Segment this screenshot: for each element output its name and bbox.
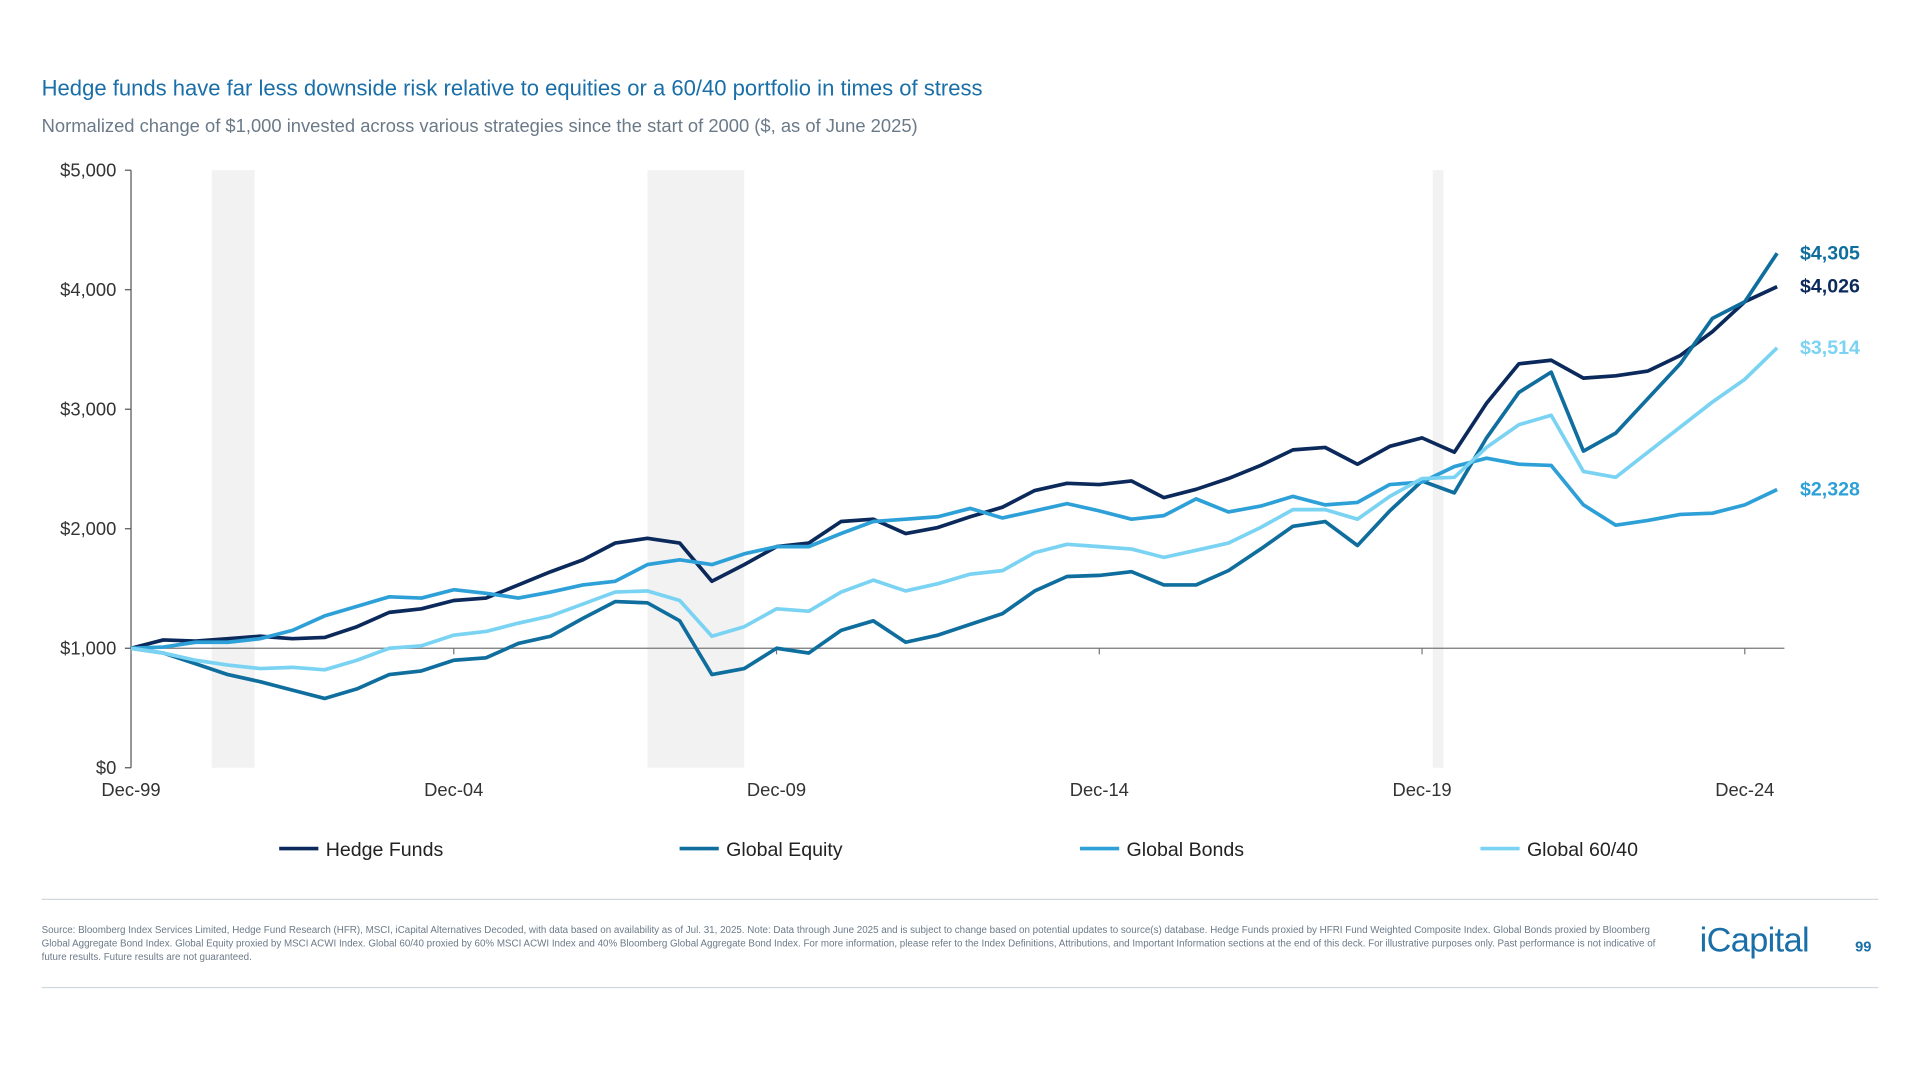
y-tick-label: $1,000 [60, 637, 116, 658]
y-tick-label: $5,000 [60, 159, 116, 180]
x-tick-label: Dec-14 [1070, 779, 1129, 800]
x-tick-label: Dec-09 [747, 779, 806, 800]
legend-label: Global Equity [726, 839, 843, 861]
x-tick-label: Dec-04 [424, 779, 483, 800]
legend-label: Global 60/40 [1527, 839, 1638, 861]
y-tick-label: $0 [96, 757, 116, 778]
recession-band [1432, 170, 1444, 768]
divider [41, 898, 1879, 901]
divider [41, 986, 1879, 989]
x-tick-label: Dec-24 [1715, 779, 1774, 800]
series-line [130, 456, 1778, 651]
series-line [130, 252, 1779, 701]
y-tick-label: $4,000 [60, 279, 116, 300]
title: Hedge funds have far less downside risk … [41, 75, 983, 101]
subtitle: Normalized change of $1,000 invested acr… [41, 116, 918, 138]
logo: iCapital [1699, 920, 1810, 959]
end-label: $2,328 [1800, 479, 1860, 501]
source-note: Source: Bloomberg Index Services Limited… [41, 924, 1656, 963]
series-line [130, 284, 1778, 651]
y-tick-label: $2,000 [60, 518, 116, 539]
series-line [130, 346, 1779, 672]
legend-label: Hedge Funds [326, 839, 444, 861]
end-label: $4,305 [1800, 242, 1860, 264]
end-label: $4,026 [1800, 276, 1860, 298]
recession-band [647, 170, 745, 768]
x-tick-label: Dec-19 [1392, 779, 1451, 800]
end-label: $3,514 [1800, 337, 1860, 359]
page-number: 99 [1855, 937, 1872, 956]
legend-label: Global Bonds [1127, 839, 1245, 861]
y-tick-label: $3,000 [60, 398, 116, 419]
chart: $0 $1,000 $2,000 $3,000 $4,000 $5,000 Dec-99 De… [60, 159, 1860, 861]
x-tick-label: Dec-99 [101, 779, 160, 800]
